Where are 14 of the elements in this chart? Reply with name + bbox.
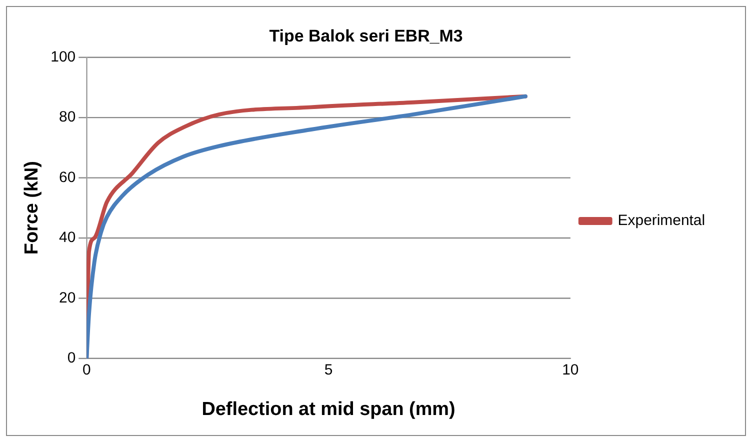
y-axis-title: Force (kN) — [22, 161, 43, 255]
x-tick-label: 0 — [82, 362, 91, 379]
x-axis-title: Deflection at mid span (mm) — [202, 398, 456, 420]
y-tick-label: 40 — [59, 229, 76, 246]
y-tick-label: 20 — [59, 289, 76, 306]
x-tick-label: 10 — [562, 362, 579, 379]
x-tick-label: 5 — [324, 362, 333, 379]
chart-title: Tipe Balok seri EBR_M3 — [269, 26, 463, 46]
y-tick-label: 0 — [67, 350, 76, 367]
y-tick-label: 80 — [59, 108, 76, 126]
y-tick-label: 60 — [59, 168, 76, 186]
line-series — [86, 94, 528, 359]
y-tick-label: 100 — [50, 48, 76, 66]
legend-label: Experimental — [618, 212, 706, 230]
